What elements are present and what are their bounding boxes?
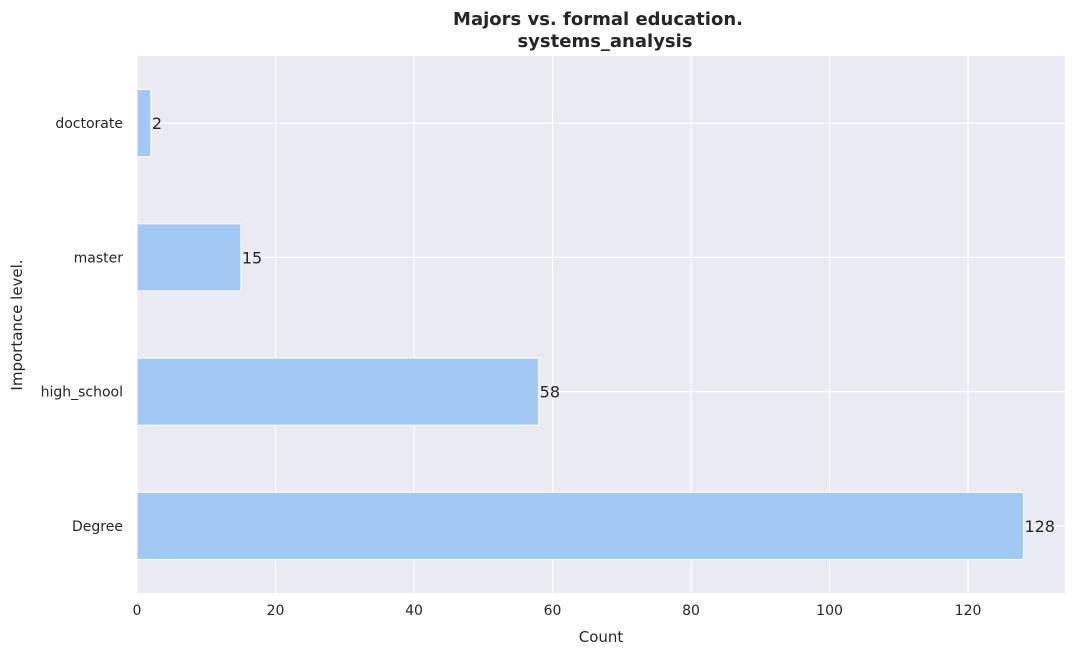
data-label-master: 15 — [242, 248, 262, 267]
data-label-doctorate: 2 — [152, 114, 162, 133]
chart-title-line2: systems_analysis — [517, 31, 692, 52]
bar-high_school — [136, 357, 540, 426]
y-axis-label: Importance level. — [8, 259, 26, 390]
bar-Degree — [136, 491, 1024, 560]
data-label-Degree: 128 — [1024, 517, 1055, 536]
y-tick-label-high_school: high_school — [41, 385, 123, 401]
y-tick-labels: doctorate master high_school Degree — [41, 116, 124, 535]
bars — [136, 89, 1024, 560]
x-tick-label: 60 — [544, 603, 562, 619]
bar-doctorate — [136, 89, 152, 158]
x-tick-label: 80 — [682, 603, 700, 619]
y-tick-label-Degree: Degree — [72, 519, 123, 535]
chart-title-line1: Majors vs. formal education. — [453, 9, 743, 30]
x-tick-label: 120 — [955, 603, 982, 619]
data-label-high_school: 58 — [540, 383, 560, 402]
bar-master — [136, 223, 242, 292]
y-tick-label-master: master — [74, 250, 124, 266]
x-tick-label: 0 — [133, 603, 142, 619]
x-tick-label: 20 — [267, 603, 285, 619]
x-tick-label: 40 — [405, 603, 423, 619]
x-tick-label: 100 — [816, 603, 843, 619]
x-axis-label: Count — [579, 628, 624, 646]
x-tick-labels: 0 20 40 60 80 100 120 — [133, 603, 982, 619]
y-tick-label-doctorate: doctorate — [55, 116, 123, 132]
data-labels: 2 15 58 128 — [152, 114, 1055, 536]
